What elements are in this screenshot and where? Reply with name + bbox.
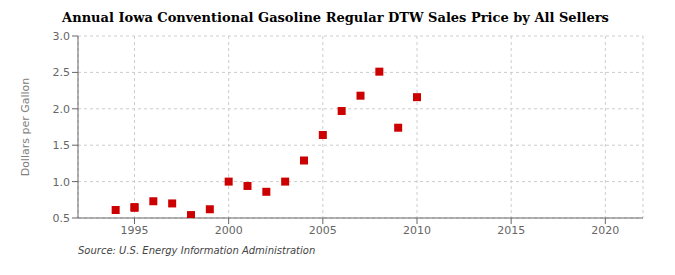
svg-text:3.0: 3.0 <box>53 30 71 43</box>
svg-text:1995: 1995 <box>121 224 149 237</box>
svg-text:2.0: 2.0 <box>53 103 71 116</box>
svg-text:2.5: 2.5 <box>53 66 71 79</box>
svg-text:2005: 2005 <box>309 224 337 237</box>
svg-text:2015: 2015 <box>497 224 525 237</box>
svg-text:1.0: 1.0 <box>53 176 71 189</box>
html-text:Source: U.S. Energy Informatio: Source: U.S. Energy Information Administ… <box>78 245 316 256</box>
svg-text:2000: 2000 <box>215 224 243 237</box>
svg-text:2020: 2020 <box>591 224 619 237</box>
svg-text:0.5: 0.5 <box>53 212 71 225</box>
svg-text:1.5: 1.5 <box>53 139 71 152</box>
html-text:Annual Iowa Conventional Gasol: Annual Iowa Conventional Gasoline Regula… <box>62 10 609 25</box>
svg-text:Dollars per Gallon: Dollars per Gallon <box>19 78 32 177</box>
svg-text:2010: 2010 <box>403 224 431 237</box>
